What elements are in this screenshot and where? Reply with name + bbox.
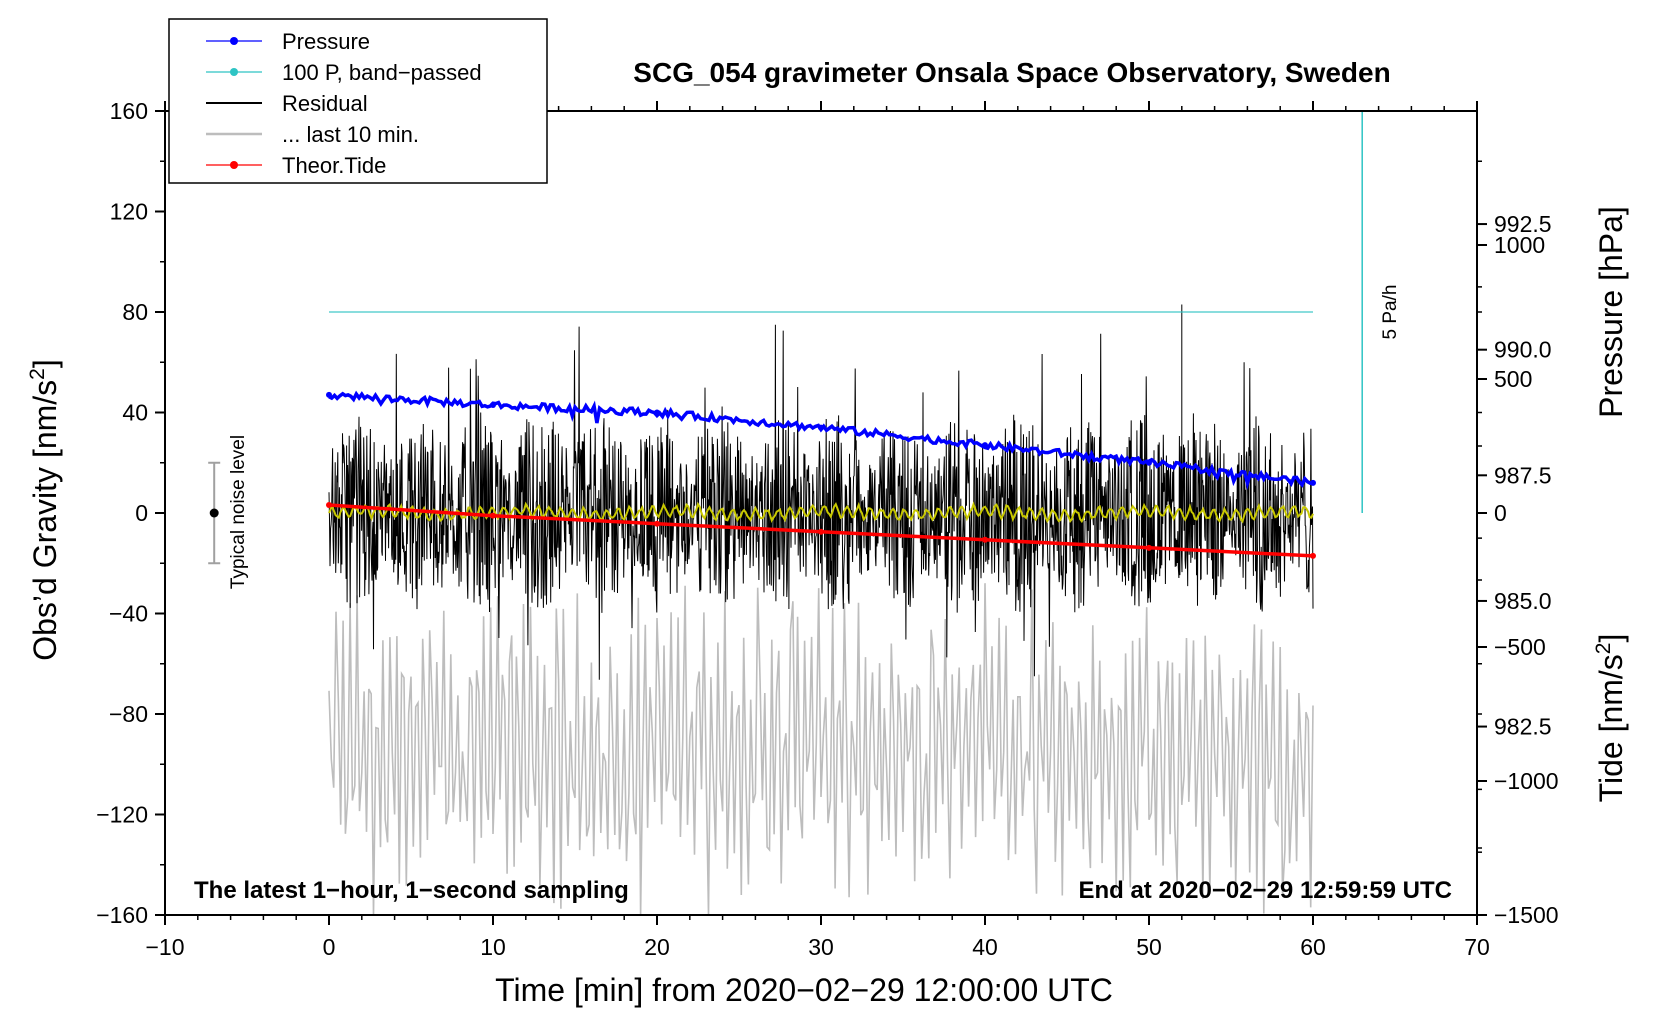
theor-tide-point — [326, 501, 332, 508]
tide-axis-label-text: Tide [nm/s — [1593, 654, 1629, 802]
x-tick-label: −10 — [145, 934, 184, 960]
legend-label: 100 P, band−passed — [282, 60, 482, 85]
y-axis-label-end: ] — [27, 359, 63, 368]
pressure-tick-label: 987.5 — [1494, 462, 1552, 488]
y-tick-label: 120 — [110, 199, 148, 225]
legend-entries: Pressure 100 P, band−passed Residual ... la… — [206, 29, 482, 178]
legend-label: Pressure — [282, 29, 370, 54]
x-tick-label: 0 — [323, 934, 336, 960]
y-tick-label: −40 — [109, 601, 148, 627]
pressure-point — [818, 424, 824, 431]
noise-level-label: Typical noise level — [228, 435, 249, 589]
tide-tick-label: −500 — [1494, 634, 1546, 660]
sampling-note: The latest 1−hour, 1−second sampling — [194, 877, 629, 904]
noise-bar-center — [209, 508, 219, 518]
tide-tick-label: 500 — [1494, 366, 1532, 392]
axis-layer: −10 0 10 20 30 40 50 60 70 160 120 80 40 0 −40 −80 −120 −… — [96, 98, 1558, 960]
tide-tick-label: −1500 — [1494, 902, 1559, 928]
x-tick-label: 30 — [808, 934, 834, 960]
y-tick-label: −160 — [96, 902, 148, 928]
x-tick-label: 60 — [1300, 934, 1326, 960]
pressure-axis-label: Pressure [hPa] — [1593, 206, 1629, 418]
theor-tide-point — [1146, 544, 1152, 551]
y-tick-label: 40 — [122, 400, 148, 426]
theor-tide-point — [654, 520, 660, 527]
filtered-residual-line — [328, 501, 1314, 524]
pressure-tick-label: 990.0 — [1494, 337, 1552, 363]
x-tick-label: 20 — [644, 934, 670, 960]
x-tick-label: 70 — [1464, 934, 1490, 960]
pressure-point — [982, 442, 988, 449]
legend-marker — [230, 37, 238, 45]
legend-box — [168, 18, 548, 184]
pressure-tick-label: 982.5 — [1494, 714, 1552, 740]
pressure-point — [326, 391, 332, 398]
series-layer — [326, 304, 1316, 916]
x-tick-label: 40 — [972, 934, 998, 960]
y-tick-label: 80 — [122, 299, 148, 325]
x-axis-label: Time [min] from 2020−02−29 12:00:00 UTC — [495, 972, 1113, 1008]
pressure-tick-label: 992.5 — [1494, 211, 1552, 237]
tide-axis-label: Tide [nm/s2] — [1592, 634, 1629, 803]
y-tick-label: −120 — [96, 802, 148, 828]
y-tick-label: 160 — [110, 98, 148, 124]
pa-rate-label: 5 Pa/h — [1380, 285, 1401, 340]
legend-label: ... last 10 min. — [282, 122, 419, 147]
tide-axis-label-end: ] — [1593, 634, 1629, 643]
tide-tick-label: 0 — [1494, 500, 1507, 526]
tide-tick-label: −1000 — [1494, 768, 1559, 794]
legend: Pressure 100 P, band−passed Residual ... la… — [168, 18, 548, 184]
pressure-point — [654, 409, 660, 416]
tide-axis-label-sup: 2 — [1592, 643, 1615, 655]
legend-label: Residual — [282, 91, 368, 116]
pressure-tick-label: 985.0 — [1494, 588, 1552, 614]
y-axis-label-sup: 2 — [26, 368, 49, 380]
y-axis-label: Obs’d Gravity [nm/s2] — [26, 359, 63, 661]
residual-line — [328, 304, 1314, 680]
x-tick-label: 10 — [480, 934, 506, 960]
y-tick-label: −80 — [109, 701, 148, 727]
legend-label: Theor.Tide — [282, 153, 386, 178]
pressure-point — [1146, 459, 1152, 466]
theor-tide-point — [982, 536, 988, 543]
chart-title: SCG_054 gravimeter Onsala Space Observat… — [633, 57, 1390, 88]
x-tick-label: 50 — [1136, 934, 1162, 960]
pressure-point — [490, 401, 496, 408]
theor-tide-point — [1310, 552, 1316, 559]
legend-marker — [230, 68, 238, 76]
end-time-note: End at 2020−02−29 12:59:59 UTC — [1078, 877, 1452, 904]
annotation-layer — [208, 111, 1363, 565]
last-10-min-line — [328, 583, 1314, 916]
legend-marker — [230, 161, 238, 169]
y-axis-label-text: Obs’d Gravity [nm/s — [27, 380, 63, 661]
theor-tide-point — [490, 512, 496, 519]
y-tick-label: 0 — [135, 500, 148, 526]
pressure-point — [1310, 479, 1316, 486]
tide-tick-label: 1000 — [1494, 232, 1545, 258]
theor-tide-point — [818, 528, 824, 535]
